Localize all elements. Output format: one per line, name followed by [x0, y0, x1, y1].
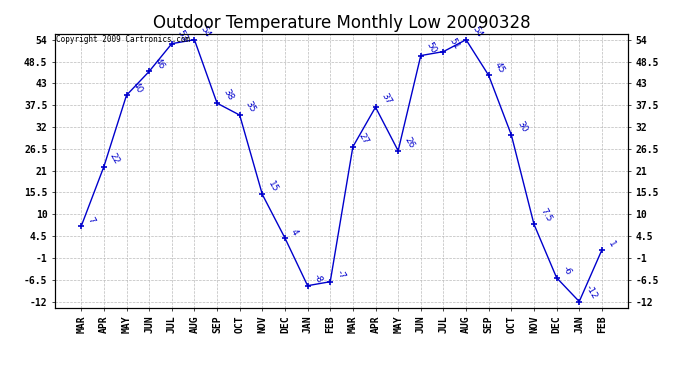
Text: -6: -6 [561, 265, 573, 277]
Title: Outdoor Temperature Monthly Low 20090328: Outdoor Temperature Monthly Low 20090328 [152, 14, 531, 32]
Text: 38: 38 [221, 88, 235, 102]
Text: 51: 51 [448, 36, 461, 51]
Text: 4: 4 [289, 228, 299, 237]
Text: 1: 1 [606, 240, 617, 249]
Text: 26: 26 [402, 136, 416, 150]
Text: 15: 15 [266, 179, 280, 194]
Text: 7: 7 [86, 216, 96, 225]
Text: 27: 27 [357, 132, 371, 146]
Text: 50: 50 [425, 40, 438, 55]
Text: -12: -12 [584, 284, 598, 301]
Text: 7.5: 7.5 [538, 207, 553, 224]
Text: 46: 46 [153, 56, 167, 70]
Text: 37: 37 [380, 92, 393, 106]
Text: 22: 22 [108, 152, 121, 166]
Text: Copyright 2009 Cartronics.com: Copyright 2009 Cartronics.com [56, 35, 190, 44]
Text: 54: 54 [199, 25, 212, 39]
Text: 53: 53 [176, 28, 190, 43]
Text: 54: 54 [470, 25, 484, 39]
Text: -7: -7 [335, 268, 346, 281]
Text: -8: -8 [312, 273, 324, 285]
Text: 45: 45 [493, 60, 506, 75]
Text: 35: 35 [244, 100, 257, 114]
Text: 30: 30 [515, 120, 529, 134]
Text: 40: 40 [130, 80, 144, 94]
